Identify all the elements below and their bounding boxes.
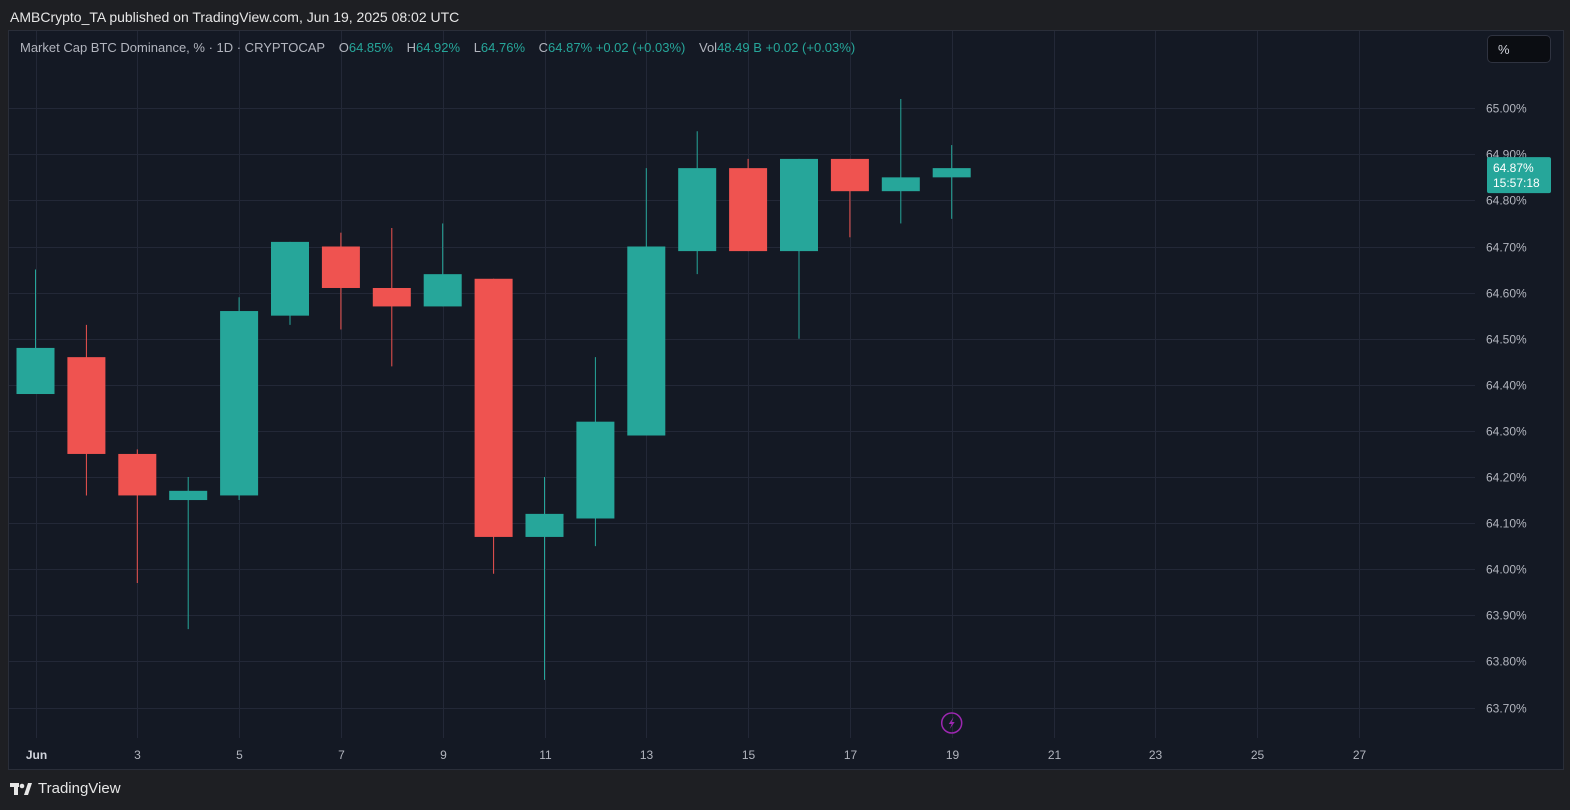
high-value: 64.92% <box>415 40 461 55</box>
y-tick-label: 64.00% <box>1486 563 1527 577</box>
x-tick-label: 7 <box>338 748 345 762</box>
last-price-tag <box>1487 157 1551 194</box>
x-tick-label: 15 <box>742 748 756 762</box>
candle-body-down[interactable] <box>372 287 411 307</box>
candle-body-up[interactable] <box>16 347 55 395</box>
x-tick-label: 5 <box>236 748 243 762</box>
x-tick-label: 11 <box>539 748 552 762</box>
candle-body-up[interactable] <box>881 177 920 192</box>
event-marker-icon[interactable] <box>940 712 963 734</box>
volume-change: +0.02 (+0.03%) <box>765 40 856 55</box>
candle-body-up[interactable] <box>576 421 615 519</box>
candle-body-down[interactable] <box>321 246 360 288</box>
x-tick-label: 19 <box>946 748 960 762</box>
x-tick-label: 13 <box>640 748 654 762</box>
candle-body-up[interactable] <box>220 311 259 496</box>
candle-body-down[interactable] <box>118 453 157 496</box>
volume-value: 48.49 B <box>717 40 762 55</box>
candle-body-up[interactable] <box>525 513 564 537</box>
y-tick-label: 63.80% <box>1486 655 1527 669</box>
candle-body-down[interactable] <box>729 168 768 252</box>
low-value: 64.76% <box>480 40 526 55</box>
x-tick-label: 3 <box>134 748 141 762</box>
x-tick-label: 23 <box>1149 748 1163 762</box>
x-tick-label: 21 <box>1048 748 1062 762</box>
y-tick-label: 64.70% <box>1486 241 1527 255</box>
x-tick-label: 27 <box>1353 748 1367 762</box>
change-value: +0.02 (+0.03%) <box>595 40 686 55</box>
tradingview-logo-icon <box>10 782 32 795</box>
y-tick-label: 64.60% <box>1486 287 1527 301</box>
close-label: C <box>538 40 549 55</box>
y-tick-label: 64.50% <box>1486 333 1527 347</box>
y-tick-label: 64.40% <box>1486 379 1527 393</box>
close-value: 64.87% <box>548 40 593 55</box>
candle-body-down[interactable] <box>830 158 869 192</box>
open-label: O <box>338 40 349 55</box>
y-tick-label: 63.70% <box>1486 702 1527 716</box>
y-tick-label: 64.10% <box>1486 517 1527 531</box>
y-tick-label: 64.80% <box>1486 194 1527 208</box>
candle-body-down[interactable] <box>67 357 106 454</box>
candle-body-up[interactable] <box>932 168 971 178</box>
low-label: L <box>473 40 481 55</box>
candle-body-up[interactable] <box>678 168 717 252</box>
y-tick-label: 64.30% <box>1486 425 1527 439</box>
candle-body-up[interactable] <box>271 241 309 316</box>
candle-body-up[interactable] <box>627 246 666 436</box>
lightning-bolt-icon <box>948 717 955 729</box>
volume-label: Vol <box>699 40 718 55</box>
countdown-label: 15:57:18 <box>1493 176 1540 190</box>
y-tick-label: 64.20% <box>1486 471 1527 485</box>
footer-brand: TradingView <box>38 780 121 797</box>
y-tick-label: 63.90% <box>1486 609 1527 623</box>
tradingview-logo[interactable]: TradingView <box>10 780 121 797</box>
x-tick-label: 9 <box>440 748 447 762</box>
x-tick-label: Jun <box>26 748 47 762</box>
last-price-label: 64.87% <box>1493 161 1534 175</box>
candle-body-up[interactable] <box>169 490 208 501</box>
x-tick-label: 25 <box>1251 748 1265 762</box>
candle-body-down[interactable] <box>474 278 513 537</box>
y-tick-label: 65.00% <box>1486 102 1527 116</box>
chart-panel[interactable] <box>8 30 1564 770</box>
candle-body-up[interactable] <box>780 158 818 252</box>
symbol-legend: Market Cap BTC Dominance, % · 1D · CRYPT… <box>20 40 855 55</box>
open-value: 64.85% <box>348 40 393 55</box>
percent-scale-button[interactable]: % <box>1487 35 1551 63</box>
x-tick-label: 17 <box>844 748 858 762</box>
high-label: H <box>406 40 416 55</box>
published-caption: AMBCrypto_TA published on TradingView.co… <box>10 9 460 25</box>
symbol-title: Market Cap BTC Dominance, % · 1D · CRYPT… <box>20 40 326 55</box>
candle-body-up[interactable] <box>423 274 462 307</box>
